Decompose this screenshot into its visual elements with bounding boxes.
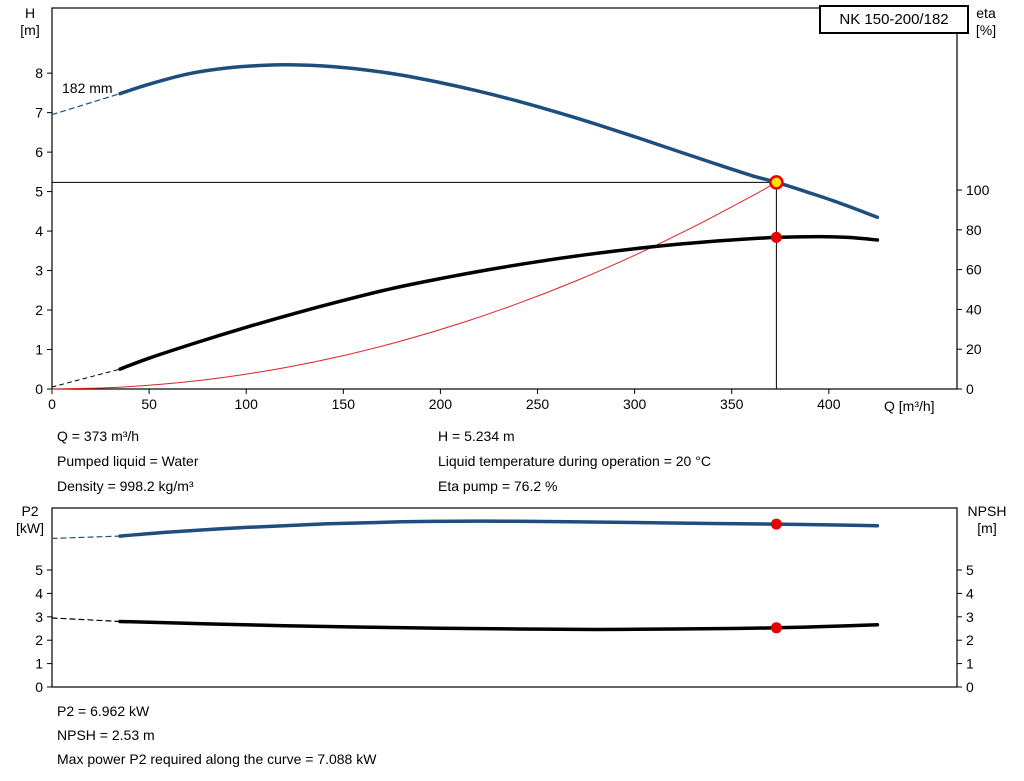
y-left-tick-label: 0 (35, 381, 43, 397)
eta-axis-title: eta [%] (964, 5, 1008, 39)
annotation-eta-pump: Eta pump = 76.2 % (438, 478, 558, 494)
y-left-tick-label: 1 (35, 342, 43, 358)
y-left-tick-label: 7 (35, 105, 43, 121)
y-left-tick-label: 0 (35, 679, 43, 695)
y-right-tick-label: 5 (966, 562, 974, 578)
annotation-p2: P2 = 6.962 kW (57, 703, 150, 719)
y-left-tick-label: 5 (35, 184, 43, 200)
annotation-h: H = 5.234 m (438, 428, 515, 444)
x-tick-label: 400 (817, 396, 841, 412)
y-left-tick-label: 4 (35, 223, 43, 239)
impeller-diameter-label: 182 mm (62, 80, 113, 96)
annotation-liquid-temperature: Liquid temperature during operation = 20… (438, 453, 711, 469)
npsh-curve (118, 619, 880, 632)
y-left-tick-label: 2 (35, 632, 43, 648)
duty-point (769, 175, 784, 190)
annotation-q: Q = 373 m³/h (57, 428, 140, 444)
h-axis-unit: [m] (20, 22, 40, 38)
plot-frame (51, 7, 958, 390)
y-left-tick-label: 3 (35, 263, 43, 279)
y-right-tick-label: 2 (966, 632, 974, 648)
y-right-tick-label: 4 (966, 585, 974, 601)
p2-curve-dashed-extension (51, 535, 121, 540)
plot-frame (51, 507, 958, 688)
h-axis-letter: H (24, 5, 36, 21)
y-right-tick-label: 80 (966, 222, 982, 238)
npsh-axis-unit: [m] (977, 520, 997, 536)
pump-model-box: NK 150-200/182 (819, 5, 969, 34)
eta-axis-unit: [%] (975, 22, 997, 38)
annotation-npsh: NPSH = 2.53 m (57, 727, 155, 743)
y-left-tick-label: 8 (35, 65, 43, 81)
p2-npsh-chart: 0 1 2 3 4 5 0 1 2 3 4 5 (35, 507, 974, 695)
q-axis-title: Q [m³/h] (884, 398, 935, 414)
x-tick-label: 50 (141, 396, 157, 412)
efficiency-curve-dashed-extension (51, 368, 121, 388)
y-left-tick-label: 6 (35, 144, 43, 160)
efficiency-duty-point (770, 231, 782, 243)
p2-curve (118, 519, 880, 538)
x-tick-label: 300 (623, 396, 647, 412)
y-left-tick-label: 2 (35, 302, 43, 318)
x-tick-label: 150 (332, 396, 356, 412)
annotation-density: Density = 998.2 kg/m³ (57, 478, 194, 494)
y-left-tick-label: 3 (35, 609, 43, 625)
y-right-tick-label: 40 (966, 301, 982, 317)
y-left-tick-label: 5 (35, 562, 43, 578)
eta-axis-letter: eta (976, 5, 996, 21)
x-tick-label: 250 (526, 396, 550, 412)
p2-duty-point (770, 518, 782, 530)
h-axis-title: H [m] (12, 5, 48, 39)
y-left-tick-label: 4 (35, 585, 43, 601)
p2-axis-title: P2 [kW] (10, 503, 50, 537)
y-right-tick-label: 0 (966, 381, 974, 397)
npsh-duty-point (770, 622, 782, 634)
x-tick-label: 100 (235, 396, 259, 412)
pump-curve-dashed-extension (51, 93, 121, 116)
x-tick-label: 350 (720, 396, 744, 412)
npsh-curve-dashed-extension (51, 617, 121, 623)
x-tick-label: 200 (429, 396, 453, 412)
system-curve (51, 181, 777, 390)
pump-model-label: NK 150-200/182 (839, 11, 949, 28)
y-left-tick-label: 1 (35, 656, 43, 672)
y-right-tick-label: 100 (966, 182, 990, 198)
annotation-pumped-liquid: Pumped liquid = Water (57, 453, 199, 469)
pump-curve-182mm (118, 63, 880, 219)
p2-axis-letter: P2 (21, 503, 39, 519)
y-right-tick-label: 20 (966, 341, 982, 357)
p2-axis-unit: [kW] (16, 520, 44, 536)
y-right-tick-label: 60 (966, 262, 982, 278)
efficiency-curve (118, 234, 880, 371)
qh-efficiency-chart: 0 50 100 150 200 250 300 350 4000123456780204060… (35, 7, 990, 412)
annotation-max-power: Max power P2 required along the curve = … (57, 751, 377, 767)
y-right-tick-label: 3 (966, 609, 974, 625)
npsh-axis-title: NPSH [m] (962, 503, 1012, 537)
x-tick-label: 0 (48, 396, 56, 412)
y-right-tick-label: 0 (966, 679, 974, 695)
npsh-axis-letter: NPSH (967, 503, 1007, 519)
y-right-tick-label: 1 (966, 656, 974, 672)
